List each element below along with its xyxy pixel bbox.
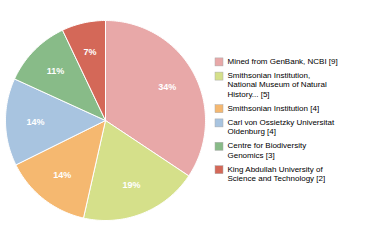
svg-text:14%: 14% xyxy=(27,116,45,126)
svg-text:19%: 19% xyxy=(123,180,141,190)
svg-text:Smithsonian Institution [4]: Smithsonian Institution [4] xyxy=(228,104,320,113)
svg-text:Carl von Ossietzky Universitat: Carl von Ossietzky UniversitatOldenburg … xyxy=(228,118,335,136)
svg-text:King Abdullah University ofSci: King Abdullah University ofScience and T… xyxy=(228,165,326,183)
svg-text:Centre for BiodiversityGenomic: Centre for BiodiversityGenomics [3] xyxy=(228,141,307,159)
svg-text:Smithsonian Institution,Nation: Smithsonian Institution,National Museum … xyxy=(228,71,327,98)
svg-text:Mined from GenBank, NCBI [9]: Mined from GenBank, NCBI [9] xyxy=(228,57,338,66)
svg-text:14%: 14% xyxy=(53,170,71,180)
svg-text:7%: 7% xyxy=(84,47,97,57)
svg-text:34%: 34% xyxy=(158,82,176,92)
svg-text:11%: 11% xyxy=(47,66,65,76)
